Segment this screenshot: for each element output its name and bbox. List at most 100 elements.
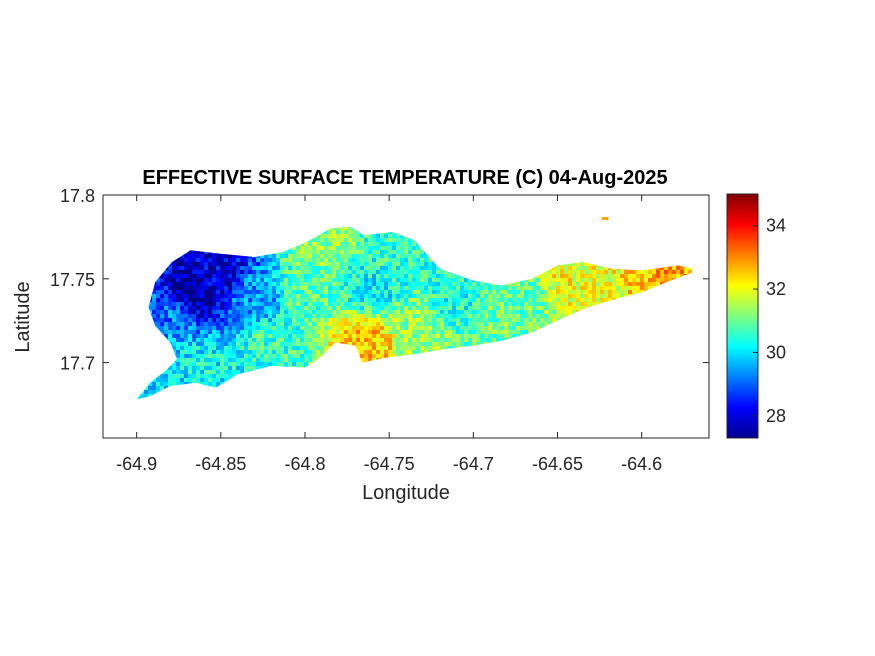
heat-cell <box>276 254 280 258</box>
heat-cell <box>428 314 432 318</box>
heat-cell <box>436 334 440 338</box>
heat-cell <box>320 274 324 278</box>
heat-cell <box>216 310 220 314</box>
heat-cell <box>372 250 376 254</box>
heat-cell <box>516 286 520 290</box>
heat-cell <box>480 310 484 314</box>
heat-cell <box>420 270 424 274</box>
heat-cell <box>264 338 268 342</box>
heat-cell <box>172 382 176 386</box>
heat-cell <box>456 338 460 342</box>
heat-cell <box>268 266 272 270</box>
heat-cell <box>216 362 220 366</box>
heat-cell <box>460 314 464 318</box>
heat-cell <box>520 330 524 334</box>
heat-cell <box>156 314 160 318</box>
heat-cell <box>208 374 212 378</box>
heat-cell <box>340 310 344 314</box>
heat-cell <box>408 270 412 274</box>
heat-cell <box>288 270 292 274</box>
heat-cell <box>536 310 540 314</box>
heat-cell <box>368 298 372 302</box>
heat-cell <box>408 350 412 354</box>
heat-cell <box>436 318 440 322</box>
heat-cell <box>180 278 184 282</box>
heat-cell <box>244 294 248 298</box>
heat-cell <box>220 306 224 310</box>
heat-cell <box>244 314 248 318</box>
heat-cell <box>304 286 308 290</box>
heat-cell <box>408 294 412 298</box>
heat-cell <box>332 282 336 286</box>
heat-cell <box>420 314 424 318</box>
heat-cell <box>364 342 368 346</box>
heat-cell <box>384 262 388 266</box>
heat-cell <box>340 302 344 306</box>
heat-cell <box>336 238 340 242</box>
heat-cell <box>512 302 516 306</box>
heat-cell <box>304 310 308 314</box>
heat-cell <box>500 314 504 318</box>
heat-cell <box>520 326 524 330</box>
heat-cell <box>228 290 232 294</box>
heat-cell <box>256 338 260 342</box>
heat-cell <box>212 306 216 310</box>
heat-cell <box>372 278 376 282</box>
heat-cell <box>296 262 300 266</box>
heat-cell <box>296 306 300 310</box>
heat-cell <box>444 286 448 290</box>
heat-cell <box>360 358 364 362</box>
heat-cell <box>248 286 252 290</box>
heat-cell <box>224 278 228 282</box>
heat-cell <box>188 358 192 362</box>
heat-cell <box>248 358 252 362</box>
heat-cell <box>440 290 444 294</box>
heat-cell <box>452 330 456 334</box>
heat-cell <box>268 330 272 334</box>
heat-cell <box>352 278 356 282</box>
heat-cell <box>416 314 420 318</box>
heat-cell <box>312 346 316 350</box>
heat-cell <box>292 306 296 310</box>
heat-cell <box>252 318 256 322</box>
heat-cell <box>264 358 268 362</box>
heat-cell <box>272 258 276 262</box>
heat-cell <box>228 298 232 302</box>
heat-cell <box>368 286 372 290</box>
heat-cell <box>180 362 184 366</box>
heat-cell <box>180 354 184 358</box>
heat-cell <box>296 302 300 306</box>
heat-cell <box>180 326 184 330</box>
heat-cell <box>176 378 180 382</box>
heat-cell <box>368 254 372 258</box>
heat-cell <box>416 350 420 354</box>
heat-cell <box>496 330 500 334</box>
heat-cell <box>304 274 308 278</box>
heat-cell <box>200 270 204 274</box>
heat-cell <box>328 258 332 262</box>
heat-cell <box>344 274 348 278</box>
heat-cell <box>296 338 300 342</box>
heat-cell <box>468 286 472 290</box>
heat-cell <box>292 282 296 286</box>
heat-cell <box>276 346 280 350</box>
heat-cell <box>276 278 280 282</box>
heat-cell <box>220 378 224 382</box>
heat-cell <box>220 350 224 354</box>
heat-cell <box>320 266 324 270</box>
heat-cell <box>156 282 160 286</box>
heat-cell <box>344 278 348 282</box>
heat-cell <box>260 358 264 362</box>
heat-cell <box>412 258 416 262</box>
heat-cell <box>472 338 476 342</box>
heat-cell <box>196 350 200 354</box>
heat-cell <box>164 310 168 314</box>
heat-cell <box>248 330 252 334</box>
heat-cell <box>360 338 364 342</box>
heat-cell <box>192 354 196 358</box>
heat-cell <box>348 330 352 334</box>
heat-cell <box>500 326 504 330</box>
heat-cell <box>200 318 204 322</box>
heat-cell <box>344 322 348 326</box>
heat-cell <box>208 338 212 342</box>
